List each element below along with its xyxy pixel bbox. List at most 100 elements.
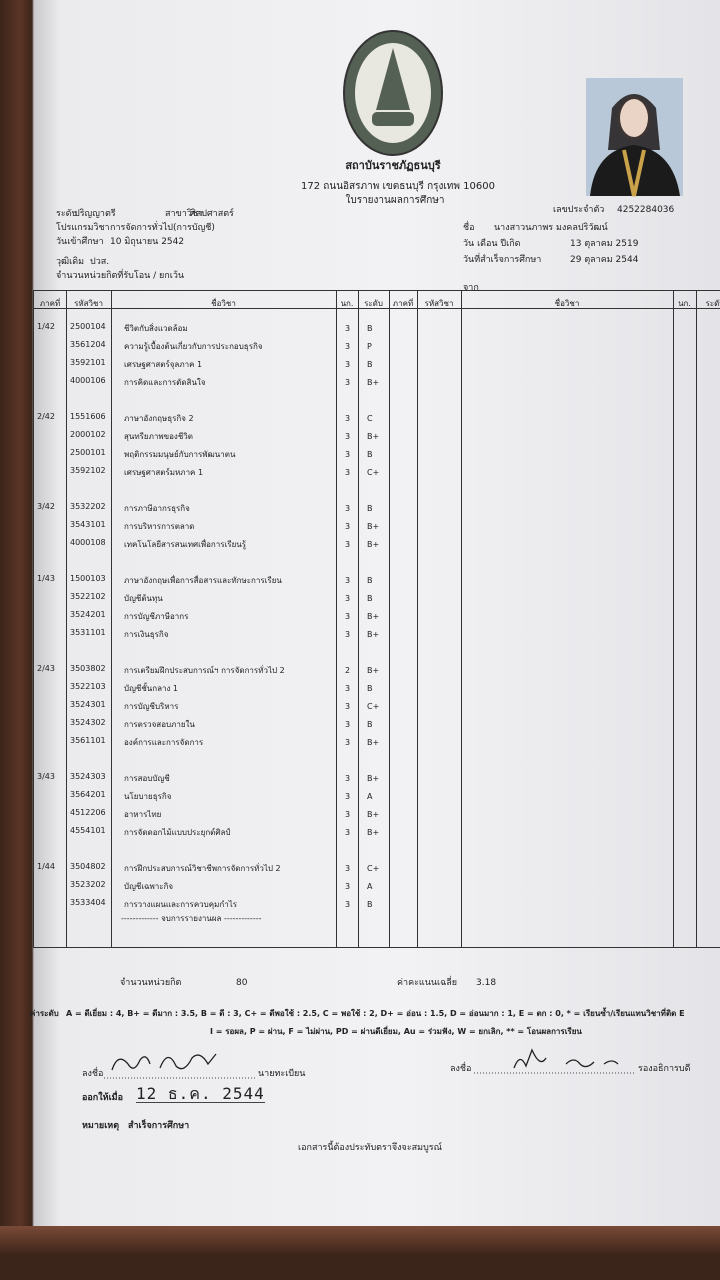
legend-line: I = รอผล, P = ผ่าน, F = ไม่ผ่าน, PD = ผ่… [210,1027,582,1036]
credits: 3 [345,360,351,369]
course-code: 3561204 [70,340,106,349]
grade: P [367,342,372,351]
course-code: 3522102 [70,592,106,601]
course-name: บัญชีต้นทุน [124,594,163,603]
credits: 3 [345,522,351,531]
credits: 3 [345,324,351,333]
course-code: 3532202 [70,502,106,511]
footer-note: เอกสารนี้ต้องประทับตราจึงจะสมบูรณ์ [298,1143,442,1153]
signatures [104,1048,636,1079]
info-label: วันเข้าศึกษา [56,237,104,247]
issued-label: ออกให้เมื่อ [82,1093,124,1103]
column-header: ภาคที่ [39,299,61,308]
course-name: พฤติกรรมมนุษย์กับการพัฒนาตน [124,450,236,459]
info-value: นางสาวนภาพร มงคลปริวัฒน์ [494,223,608,233]
info-value: ปวส. [90,257,110,267]
course-code: 3592102 [70,466,106,475]
column-line [417,291,418,947]
info-label: วันที่สำเร็จการศึกษา [463,255,542,265]
credits: 3 [345,414,351,423]
course-name: บัญชีเฉพาะกิจ [124,882,174,891]
grade: B [367,324,373,333]
grade: B [367,684,373,693]
remark-value: สำเร็จการศึกษา [128,1121,190,1131]
credits: 3 [345,864,351,873]
signature [111,1053,217,1071]
credits: 3 [345,702,351,711]
course-name: การบริหารการตลาด [124,522,195,531]
course-name: ความรู้เบื้องต้นเกี่ยวกับการประกอบธุรกิจ [124,342,263,351]
background-table [0,1226,720,1280]
credits: 3 [345,810,351,819]
column-header: ชื่อวิชา [211,299,236,308]
grade: C+ [367,864,380,873]
course-name: บัญชีชั้นกลาง 1 [124,684,178,693]
credits: 2 [345,666,351,675]
course-name: การบัญชีบริหาร [124,702,179,711]
course-code: 2000102 [70,430,106,439]
info-label: ชื่อ [463,223,475,233]
credits-label: จำนวนหน่วยกิต [120,978,182,988]
legend-line: A = ดีเยี่ยม : 4, B+ = ดีมาก : 3.5, B = … [66,1009,685,1018]
credits: 3 [345,594,351,603]
column-line [673,291,674,947]
address: 172 ถนนอิสรภาพ เขตธนบุรี กรุงเทพ 10600 [301,181,495,192]
signature [513,1048,619,1069]
grade: B [367,594,373,603]
seal-base [372,112,414,126]
credits: 3 [345,630,351,639]
column-line [66,291,67,947]
course-code: 3524302 [70,718,106,727]
grade: B [367,720,373,729]
info-value: 29 ตุลาคม 2544 [570,255,639,265]
credits: 3 [345,342,351,351]
term: 1/43 [37,574,55,583]
grade: A [367,882,373,891]
course-code: 4000106 [70,376,106,385]
course-code: 3543101 [70,520,106,529]
credits-value: 80 [236,978,248,988]
info-value: 10 มิถุนายน 2542 [110,237,185,247]
grade: C+ [367,468,380,477]
grade: B [367,576,373,585]
term: 1/44 [37,862,55,871]
grade: B+ [367,612,380,621]
course-code: 3531101 [70,628,106,637]
column-line [111,291,112,947]
sign-role: นายทะเบียน [258,1069,306,1079]
info-label: โปรแกรมวิชา [56,223,110,233]
credits: 3 [345,738,351,747]
grade: B+ [367,378,380,387]
sign-role: รองอธิการบดี [638,1064,691,1074]
credits: 3 [345,504,351,513]
course-name: การฝึกประสบการณ์วิชาชีพการจัดการทั่วไป 2 [124,864,281,873]
photo-gown [590,145,680,196]
doc-title: ใบรายงานผลการศึกษา [345,195,445,206]
grade: C+ [367,702,380,711]
term: 3/43 [37,772,55,781]
photo-sash [622,149,646,197]
seal-emblem [376,48,410,110]
course-code: 3592101 [70,358,106,367]
course-name: องค์การและการจัดการ [124,738,204,747]
info-label: วุฒิเดิม [56,257,85,267]
course-name: การวางแผนและการควบคุมกำไร [124,900,238,909]
course-code: 3524303 [70,772,106,781]
course-name: เทคโนโลยีสารสนเทศเพื่อการเรียนรู้ [124,540,247,549]
gpa-label: ค่าคะแนนเฉลี่ย [397,978,458,988]
course-name: การเงินธุรกิจ [124,630,169,639]
credits: 3 [345,774,351,783]
column-line [461,291,462,947]
info-label: วัน เดือน ปีเกิด [463,239,521,249]
sign-prefix: ลงชื่อ [82,1069,104,1079]
course-name: การตรวจสอบภายใน [124,720,195,729]
issued-stamp: 12 ธ.ค. 2544 [136,1084,265,1103]
grade: B+ [367,630,380,639]
course-name: ภาษาอังกฤษเพื่อการสื่อสารและทักษะการเรีย… [124,576,282,585]
grade: B+ [367,774,380,783]
column-header: ภาคที่ [392,299,414,308]
course-name: การบัญชีภาษีอากร [124,612,189,621]
course-code: 3522103 [70,682,106,691]
course-code: 3561101 [70,736,106,745]
grade: B [367,504,373,513]
